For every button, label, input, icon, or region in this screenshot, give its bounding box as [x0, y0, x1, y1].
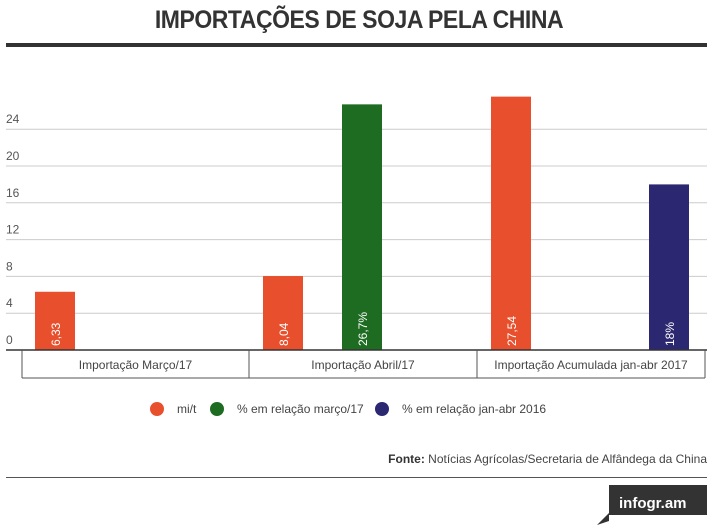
- brand-badge-icon: [597, 485, 707, 525]
- y-tick-label: 4: [6, 296, 13, 310]
- bar-0-0[interactable]: [35, 291, 75, 350]
- bar-chart: 0 4 8 12 16 20 24 6,33 8,04 27,54 26,7% 18% Importaç…: [6, 96, 707, 379]
- legend-item-jan-abr-2016[interactable]: % em relação jan-abr 2016: [375, 402, 546, 416]
- bar-value-label: 6,33: [49, 322, 63, 346]
- source-prefix: Fonte:: [388, 452, 425, 466]
- bar-value-label: 18%: [663, 322, 677, 346]
- legend-swatch-marco-icon: [210, 402, 224, 416]
- bar-0-1[interactable]: [263, 276, 303, 350]
- legend-swatch-mi-t-icon: [150, 402, 164, 416]
- brand-label: infogr.am: [619, 495, 687, 512]
- chart-legend: mi/t % em relação março/17 % em relação …: [0, 402, 718, 422]
- y-tick-label: 0: [6, 333, 13, 347]
- legend-label: mi/t: [177, 402, 197, 416]
- source-text: Notícias Agrícolas/Secretaria de Alfânde…: [428, 452, 707, 466]
- source-note: Fonte: Notícias Agrícolas/Secretaria de …: [388, 452, 707, 466]
- legend-item-marco[interactable]: % em relação março/17: [210, 402, 364, 416]
- title-divider: [6, 43, 707, 47]
- bar-2-2[interactable]: [649, 184, 689, 350]
- footer-divider: [6, 477, 707, 478]
- y-tick-label: 16: [6, 186, 20, 200]
- legend-item-mi-t[interactable]: mi/t: [150, 402, 196, 416]
- y-tick-label: 12: [6, 223, 20, 237]
- category-label: Importação Acumulada jan-abr 2017: [494, 358, 688, 372]
- category-label: Importação Abril/17: [311, 358, 415, 372]
- legend-label: % em relação março/17: [237, 402, 364, 416]
- bar-value-label: 8,04: [277, 322, 291, 346]
- bar-value-label: 27,54: [505, 316, 519, 346]
- y-tick-label: 8: [6, 259, 13, 273]
- y-tick-label: 24: [6, 112, 20, 126]
- legend-label: % em relação jan-abr 2016: [402, 402, 547, 416]
- y-tick-label: 20: [6, 149, 20, 163]
- bar-1-1[interactable]: [342, 104, 382, 350]
- bar-0-2[interactable]: [491, 96, 531, 350]
- chart-title: IMPORTAÇÕES DE SOJA PELA CHINA: [154, 6, 564, 34]
- bar-value-label: 26,7%: [356, 312, 370, 346]
- legend-swatch-jan-abr-icon: [375, 402, 389, 416]
- brand-logo[interactable]: infogr.am: [597, 485, 707, 525]
- category-label: Importação Março/17: [79, 358, 193, 372]
